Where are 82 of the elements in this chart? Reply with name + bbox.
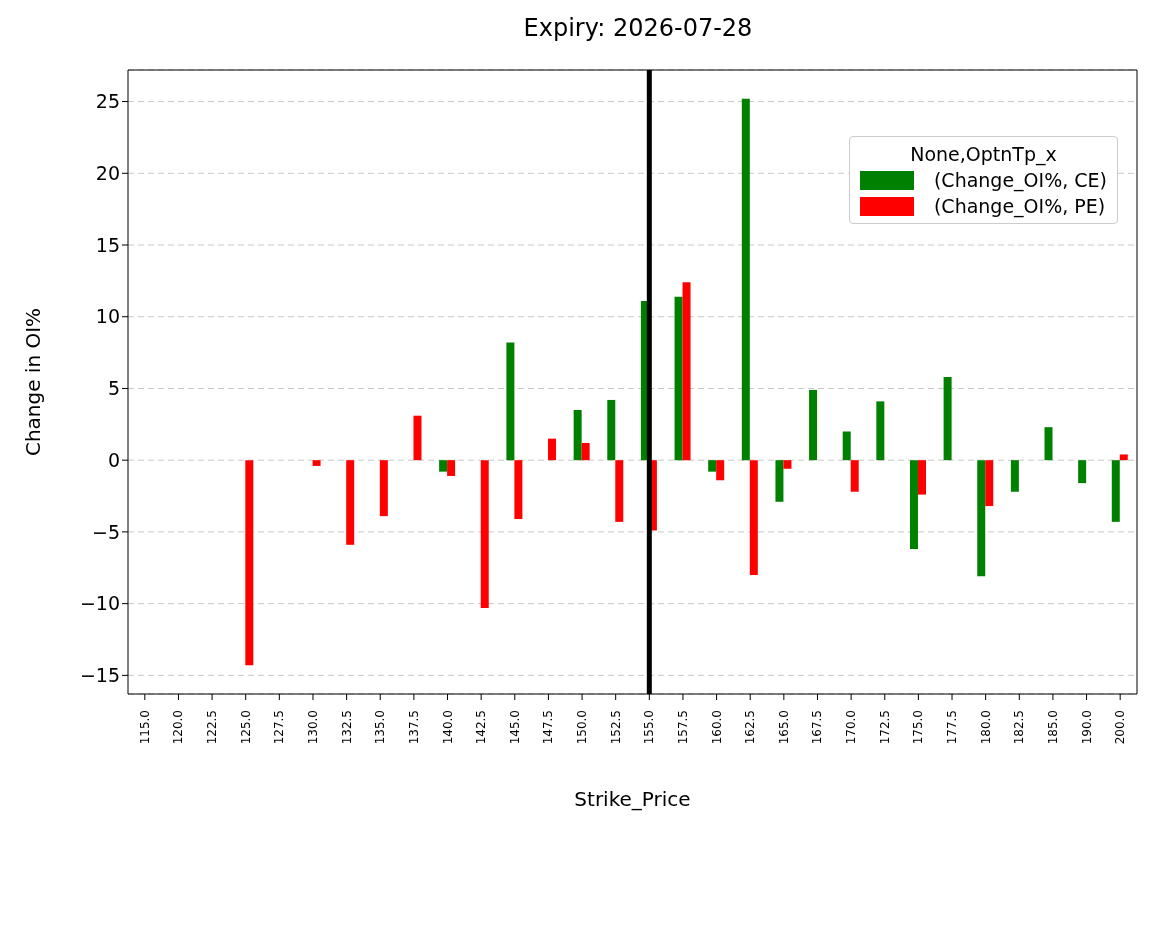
x-tick-label: 162.5: [743, 710, 758, 745]
y-tick-label: 0: [107, 448, 120, 471]
x-tick-label: 200.0: [1113, 710, 1128, 745]
x-axis-title: Strike_Price: [574, 787, 691, 811]
y-tick-label: −5: [91, 520, 120, 543]
bar: [548, 438, 557, 461]
bar: [674, 296, 683, 461]
bar: [1119, 454, 1128, 461]
bar: [581, 442, 590, 461]
x-tick-label: 175.0: [911, 710, 926, 745]
bar: [716, 460, 725, 481]
legend-label: (Change_OI%, PE): [932, 195, 1106, 217]
bar: [480, 460, 489, 608]
bar: [682, 282, 691, 461]
x-tick-label: 150.0: [575, 710, 590, 745]
x-tick-label: 125.0: [238, 710, 253, 745]
bar: [379, 460, 388, 517]
bar: [977, 460, 986, 577]
bar: [917, 460, 926, 495]
x-tick-label: 145.0: [507, 710, 522, 745]
y-axis-title: Change in OI%: [21, 307, 46, 457]
y-tick-label: −15: [79, 664, 120, 687]
x-tick-label: 180.0: [978, 710, 993, 745]
bar: [708, 460, 717, 472]
y-tick-label: 25: [95, 90, 120, 113]
x-tick-label: 177.5: [945, 710, 960, 745]
bar: [749, 460, 758, 575]
x-tick-label: 170.0: [844, 710, 859, 745]
bar: [506, 342, 515, 461]
x-tick-label: 137.5: [406, 710, 421, 745]
y-tick-label: −10: [79, 592, 120, 615]
bar: [514, 460, 523, 519]
x-tick-label: 147.5: [541, 710, 556, 745]
y-tick-label: 15: [95, 233, 120, 256]
bar: [447, 460, 456, 476]
bar: [615, 460, 624, 522]
bar: [245, 460, 254, 666]
x-tick-label: 182.5: [1012, 710, 1027, 745]
bar: [1044, 427, 1053, 461]
bar: [909, 460, 918, 550]
bar: [775, 460, 784, 502]
x-tick-label: 190.0: [1079, 710, 1094, 745]
x-tick-label: 142.5: [474, 710, 489, 745]
bar: [1111, 460, 1120, 522]
bar: [943, 376, 952, 461]
y-tick-label: 20: [95, 162, 120, 185]
bar: [809, 389, 818, 461]
bar: [1078, 460, 1087, 484]
bar: [850, 460, 859, 492]
x-tick-label: 127.5: [272, 710, 287, 745]
x-tick-label: 140.0: [440, 710, 455, 745]
x-tick-label: 130.0: [305, 710, 320, 745]
x-tick-label: 135.0: [373, 710, 388, 745]
y-tick-label: 10: [95, 305, 120, 328]
x-tick-label: 120.0: [171, 710, 186, 745]
y-tick-label: 5: [107, 377, 120, 400]
legend-label: (Change_OI%, CE): [932, 169, 1107, 191]
x-tick-label: 172.5: [877, 710, 892, 745]
chart-title: Expiry: 2026-07-28: [522, 13, 754, 44]
x-tick-label: 157.5: [675, 710, 690, 745]
bar: [573, 409, 582, 461]
x-tick-label: 167.5: [810, 710, 825, 745]
bar: [842, 431, 851, 461]
x-tick-label: 115.0: [137, 710, 152, 745]
legend-title: None,OptnTp_x: [909, 143, 1058, 165]
bar: [439, 460, 448, 472]
x-tick-label: 152.5: [608, 710, 623, 745]
x-tick-label: 165.0: [776, 710, 791, 745]
bar: [876, 401, 885, 461]
x-tick-label: 160.0: [709, 710, 724, 745]
x-tick-label: 122.5: [205, 710, 220, 745]
bar: [312, 460, 321, 466]
bar: [741, 98, 750, 461]
x-tick-label: 155.0: [642, 710, 657, 745]
bar: [413, 415, 422, 461]
x-tick-label: 132.5: [339, 710, 354, 745]
bar: [607, 399, 616, 461]
bar: [985, 460, 994, 507]
bar: [783, 460, 792, 469]
bar: [346, 460, 355, 545]
x-tick-label: 185.0: [1045, 710, 1060, 745]
bar: [1010, 460, 1019, 492]
